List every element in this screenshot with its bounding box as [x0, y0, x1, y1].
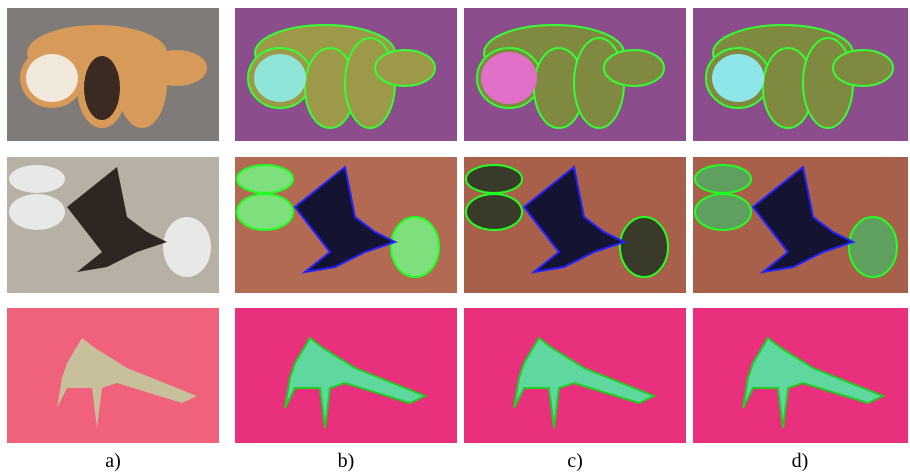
image-result-d — [693, 157, 908, 293]
caption: c) — [545, 450, 605, 473]
image-result-c — [464, 308, 686, 443]
image-result-c — [464, 157, 686, 293]
image-result-d — [693, 8, 908, 141]
image-result-b — [235, 308, 457, 443]
row-cats — [7, 8, 908, 141]
caption: b) — [316, 450, 376, 473]
image-original — [7, 8, 219, 141]
caption: a) — [83, 450, 143, 473]
image-original — [7, 308, 219, 443]
row-mantis — [7, 308, 908, 443]
image-result-d — [693, 308, 908, 443]
image-grid — [0, 0, 910, 446]
caption: d) — [770, 450, 830, 473]
image-result-b — [235, 8, 457, 141]
row-birds — [7, 157, 908, 293]
image-result-c — [464, 8, 686, 141]
image-result-b — [235, 157, 457, 293]
image-original — [7, 157, 219, 293]
figure: a) b) c) d) — [0, 0, 910, 473]
